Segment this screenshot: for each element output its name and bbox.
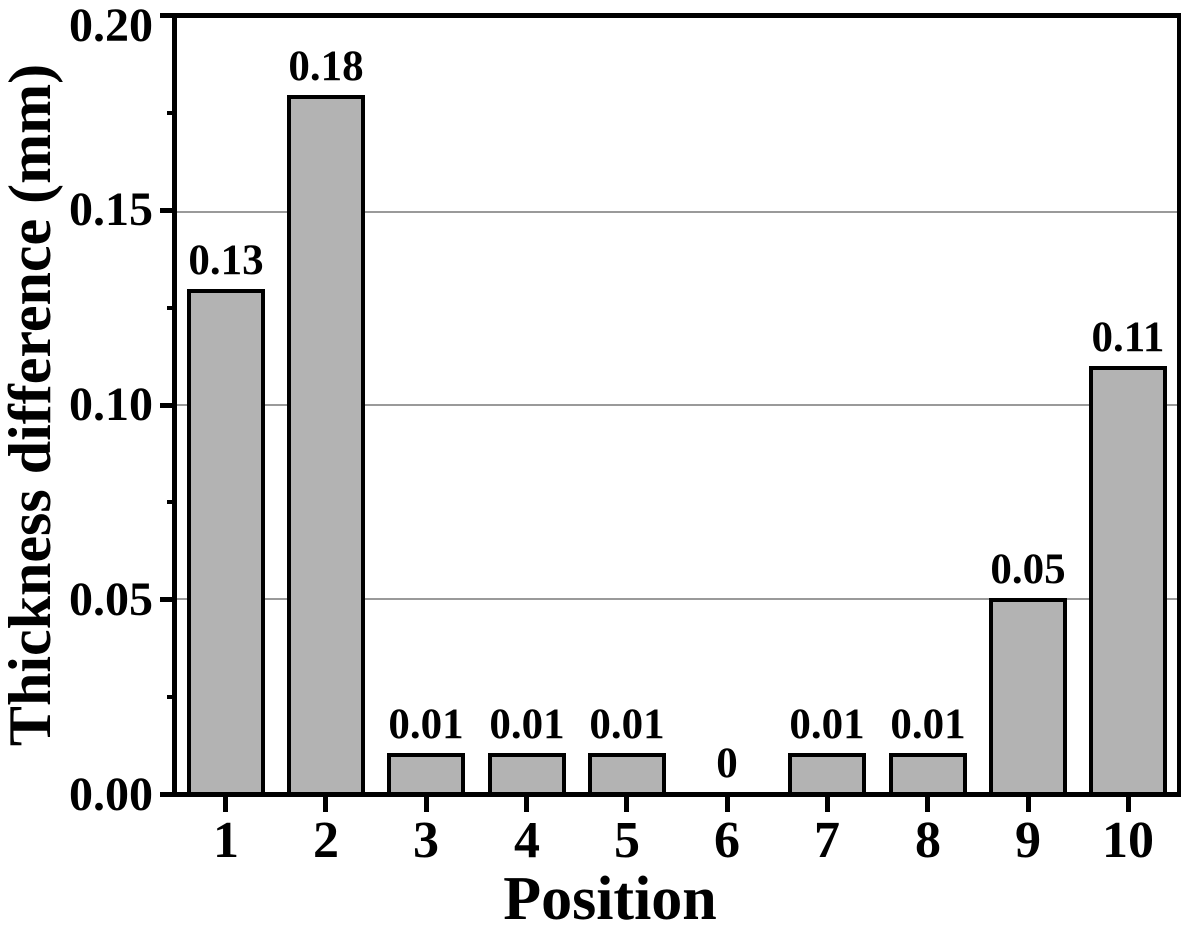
- bar-position-8: [889, 753, 967, 792]
- bar-position-4: [488, 753, 566, 792]
- y-major-tick-0.00: [160, 792, 177, 797]
- x-tick-2: [323, 797, 328, 812]
- bar-value-label-9: 0.05: [990, 546, 1066, 593]
- plot-area: 0.13 0.18 0.01 0.01 0.01 0 0.01 0.01 0.05 0.11: [172, 13, 1181, 797]
- x-tick-label-5: 5: [614, 812, 640, 869]
- bar-position-10: [1089, 366, 1167, 792]
- x-tick-6: [725, 797, 730, 812]
- y-major-tick-0.10: [160, 403, 177, 408]
- x-tick-label-4: 4: [514, 812, 540, 869]
- x-tick-1: [223, 797, 228, 812]
- bar-value-label-3: 0.01: [388, 701, 464, 748]
- bar-value-label-4: 0.01: [489, 701, 565, 748]
- y-minor-tick-0.025: [167, 695, 177, 699]
- x-tick-label-7: 7: [814, 812, 840, 869]
- x-tick-4: [524, 797, 529, 812]
- bar-value-label-8: 0.01: [890, 701, 966, 748]
- x-axis-title: Position: [503, 865, 717, 933]
- bar-position-7: [788, 753, 866, 792]
- y-major-tick-0.05: [160, 597, 177, 602]
- x-tick-10: [1126, 797, 1131, 812]
- bar-value-label-10: 0.11: [1091, 314, 1165, 361]
- y-minor-tick-0.125: [167, 306, 177, 310]
- y-tick-label-0.15: 0.15: [69, 183, 153, 236]
- x-tick-3: [424, 797, 429, 812]
- bar-value-label-6: 0: [716, 740, 738, 787]
- x-tick-label-6: 6: [714, 812, 740, 869]
- y-tick-label-0.20: 0.20: [69, 0, 153, 52]
- x-tick-label-3: 3: [413, 812, 439, 869]
- bar-position-1: [187, 289, 265, 792]
- y-major-tick-0.15: [160, 208, 177, 213]
- bar-position-3: [387, 753, 465, 792]
- x-tick-9: [1026, 797, 1031, 812]
- x-tick-label-9: 9: [1015, 812, 1041, 869]
- x-tick-5: [624, 797, 629, 812]
- y-minor-tick-0.075: [167, 500, 177, 504]
- plot-inner-area: 0.13 0.18 0.01 0.01 0.01 0 0.01 0.01 0.05 0.11: [177, 18, 1177, 792]
- y-tick-label-0.10: 0.10: [69, 378, 153, 431]
- y-axis-title: Thickness difference (mm): [0, 63, 63, 747]
- gridline-y-0.05: [177, 598, 1177, 600]
- x-tick-label-2: 2: [313, 812, 339, 869]
- y-minor-tick-0.175: [167, 111, 177, 115]
- bar-value-label-2: 0.18: [288, 43, 364, 90]
- y-tick-label-0.05: 0.05: [69, 573, 153, 626]
- x-tick-7: [825, 797, 830, 812]
- bar-position-5: [588, 753, 666, 792]
- y-major-tick-0.20: [160, 13, 177, 18]
- bar-position-2: [287, 95, 365, 792]
- gridline-y-0.1: [177, 404, 1177, 406]
- bar-position-9: [989, 598, 1067, 792]
- x-tick-label-10: 10: [1102, 812, 1154, 869]
- y-tick-label-0.00: 0.00: [69, 768, 153, 821]
- x-tick-8: [925, 797, 930, 812]
- bar-value-label-7: 0.01: [789, 701, 865, 748]
- gridline-y-0.15: [177, 211, 1177, 213]
- x-tick-label-8: 8: [915, 812, 941, 869]
- bar-value-label-5: 0.01: [589, 701, 665, 748]
- x-tick-label-1: 1: [213, 812, 239, 869]
- bar-value-label-1: 0.13: [188, 237, 264, 284]
